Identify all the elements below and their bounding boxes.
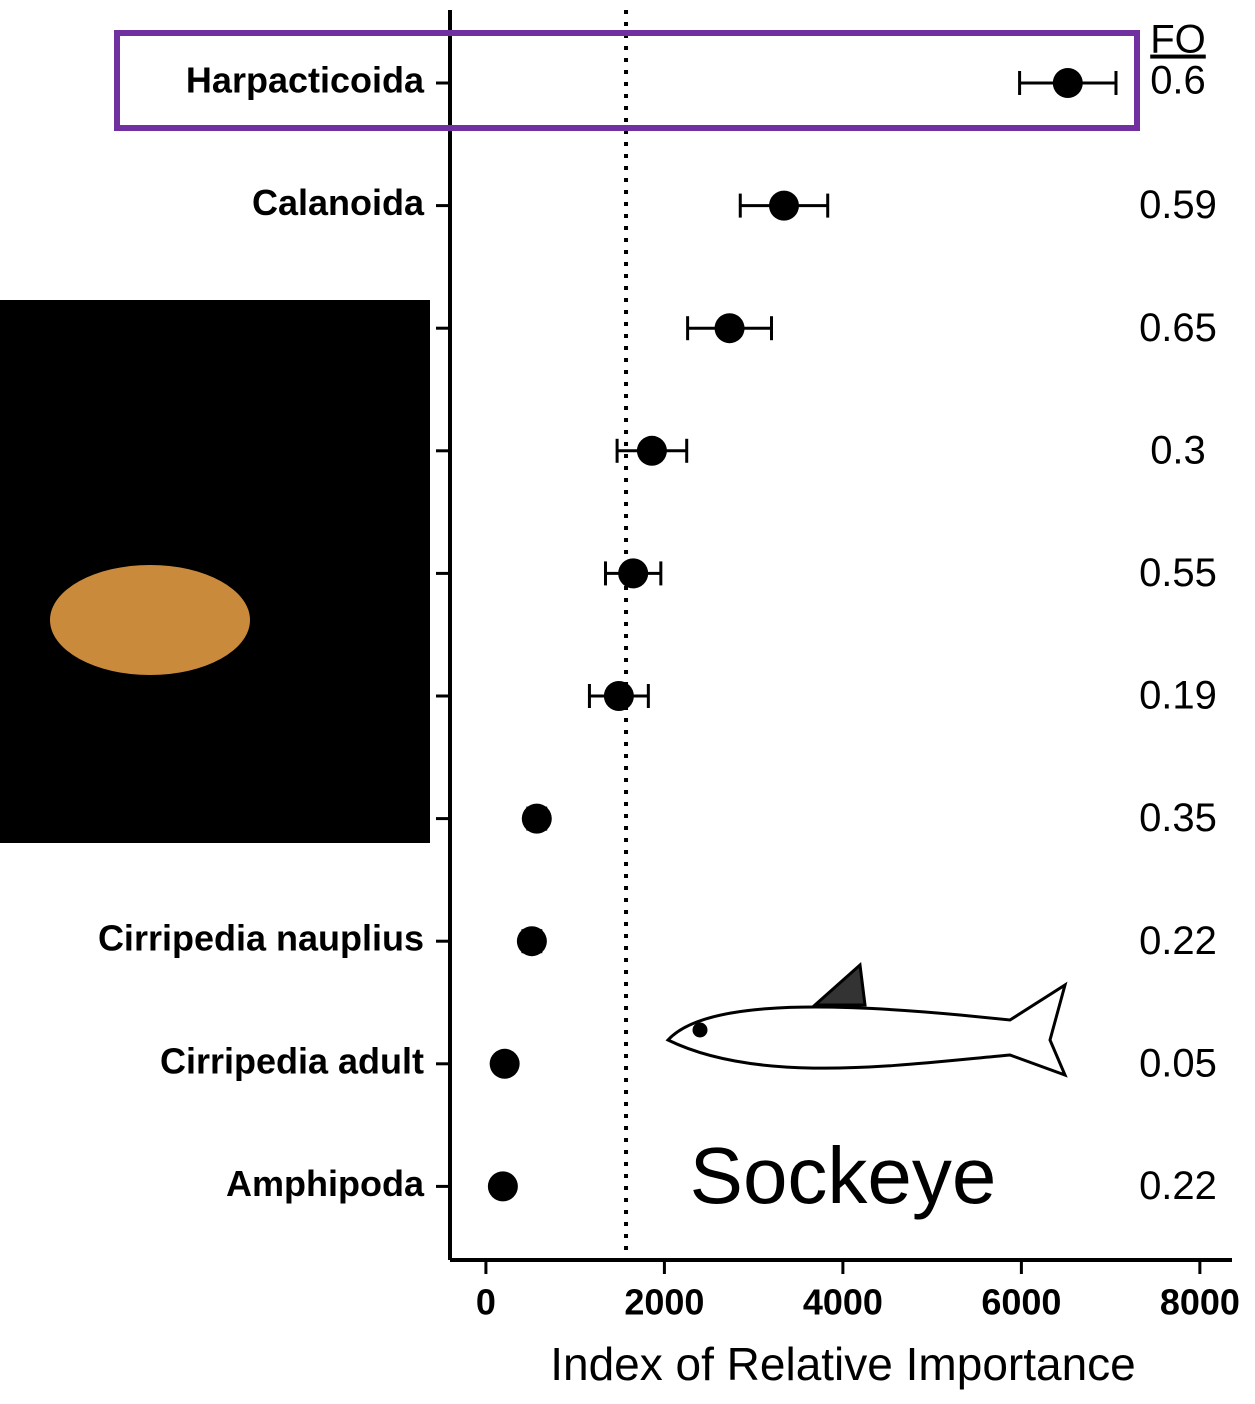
highlight-box [114,30,1140,131]
dot [487,1171,518,1202]
fo-value: 0.19 [1139,674,1217,718]
dot [636,435,667,466]
dot [768,190,799,221]
fo-value: 0.22 [1139,1164,1217,1208]
y-tick-label: Calanoida [252,182,425,223]
dot [489,1048,520,1079]
photo [0,300,430,843]
dot [521,803,552,834]
y-tick-label: Amphipoda [226,1163,425,1204]
fo-header: FO [1150,18,1206,62]
fo-value: 0.05 [1139,1041,1217,1085]
y-tick-label: Harpacticoida [186,60,425,101]
fo-value: 0.55 [1139,551,1217,595]
dot [618,558,649,589]
fish-drawing [665,961,1068,1078]
dot [603,681,634,711]
x-tick-label: 2000 [624,1282,704,1323]
dot [1052,68,1083,98]
y-tick-label: Cirripedia nauplius [98,918,424,959]
y-tick-label: Cirripedia adult [160,1040,424,1081]
dot [516,926,547,957]
dot [714,313,745,344]
fo-value: 0.6 [1150,59,1206,103]
fo-value: 0.35 [1139,796,1217,840]
x-tick-label: 0 [476,1282,496,1323]
annotation: Sockeye [690,1131,997,1220]
x-tick-label: 4000 [803,1282,883,1323]
fo-value: 0.65 [1139,306,1217,350]
photo-amphipod [50,565,250,675]
fo-value: 0.3 [1150,428,1206,472]
x-tick-label: 6000 [981,1282,1061,1323]
fo-value: 0.59 [1139,183,1217,227]
x-axis-title: Index of Relative Importance [550,1338,1136,1390]
x-tick-label: 8000 [1160,1282,1240,1323]
fo-value: 0.22 [1139,919,1217,963]
